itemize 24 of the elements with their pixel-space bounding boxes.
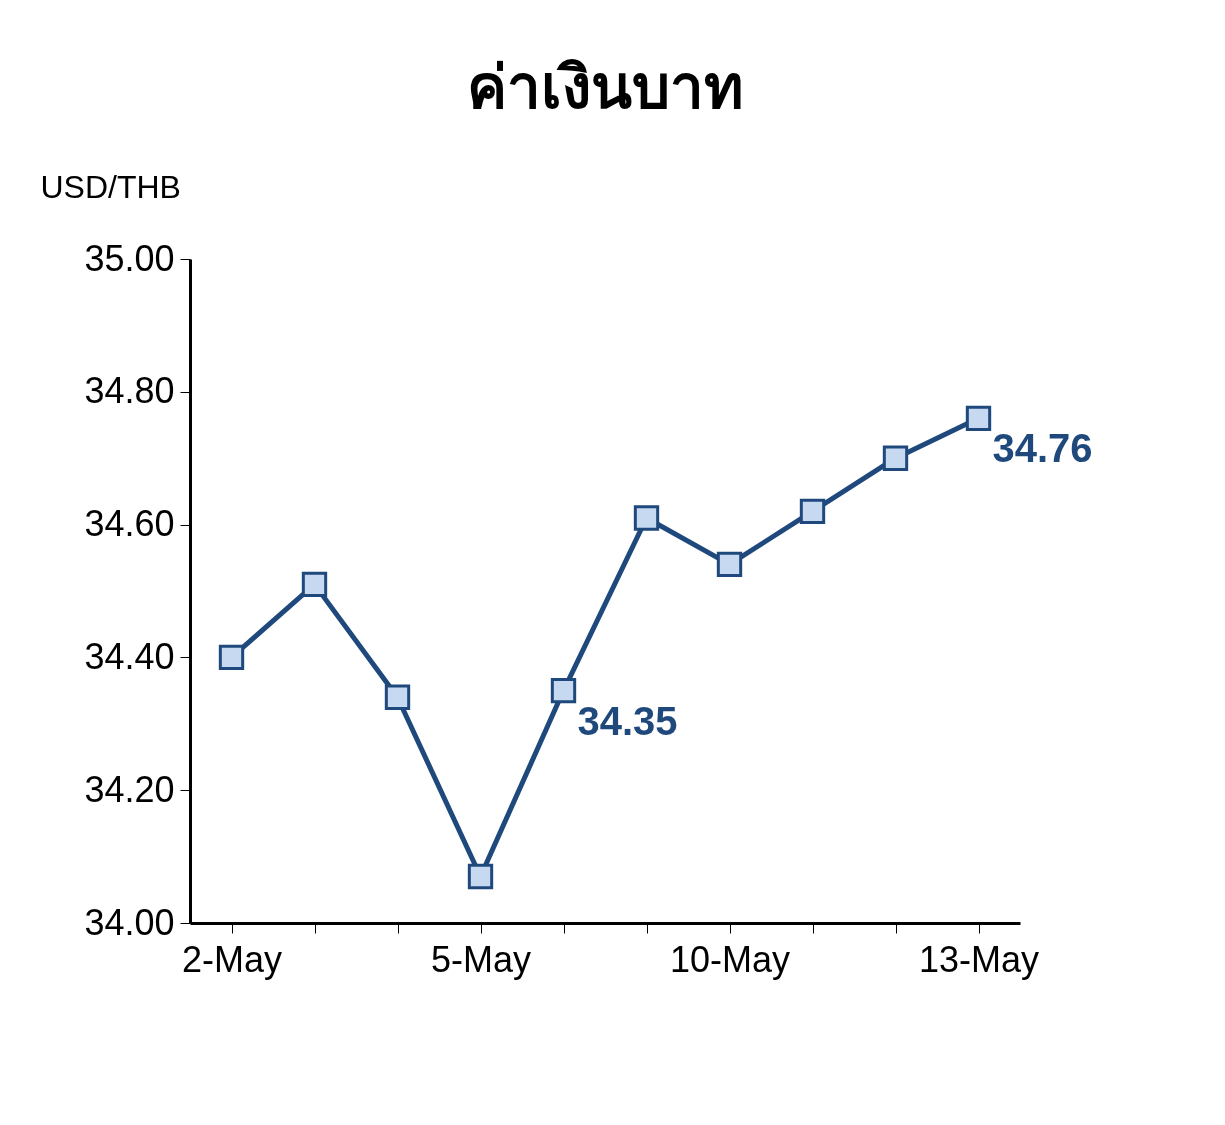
y-axis-title: USD/THB bbox=[40, 168, 181, 205]
chart-title: ค่าเงินบาท bbox=[466, 54, 744, 121]
y-tick-label: 34.40 bbox=[84, 635, 175, 677]
y-tick-label: 34.80 bbox=[84, 370, 175, 412]
point bbox=[633, 505, 660, 531]
data-label: 34.76 bbox=[992, 426, 1093, 471]
point bbox=[301, 571, 328, 598]
y-tick-label: 34.20 bbox=[84, 768, 175, 810]
point bbox=[716, 551, 743, 578]
point bbox=[799, 498, 826, 524]
point bbox=[467, 863, 494, 890]
y-tick-label: 34.00 bbox=[84, 901, 175, 943]
y-tick-label: 35.00 bbox=[84, 237, 175, 279]
point bbox=[882, 445, 909, 471]
point bbox=[965, 405, 992, 432]
x-tick-label: 5-May bbox=[430, 938, 532, 980]
y-tick-label: 34.60 bbox=[84, 503, 175, 545]
x-tick-label: 2-May bbox=[181, 938, 283, 980]
x-tick-label: 13-May bbox=[918, 938, 1040, 980]
point bbox=[550, 677, 577, 704]
point bbox=[384, 684, 411, 710]
point bbox=[218, 644, 245, 671]
x-tick-label: 10-May bbox=[669, 938, 791, 980]
data-label: 34.35 bbox=[577, 698, 678, 743]
